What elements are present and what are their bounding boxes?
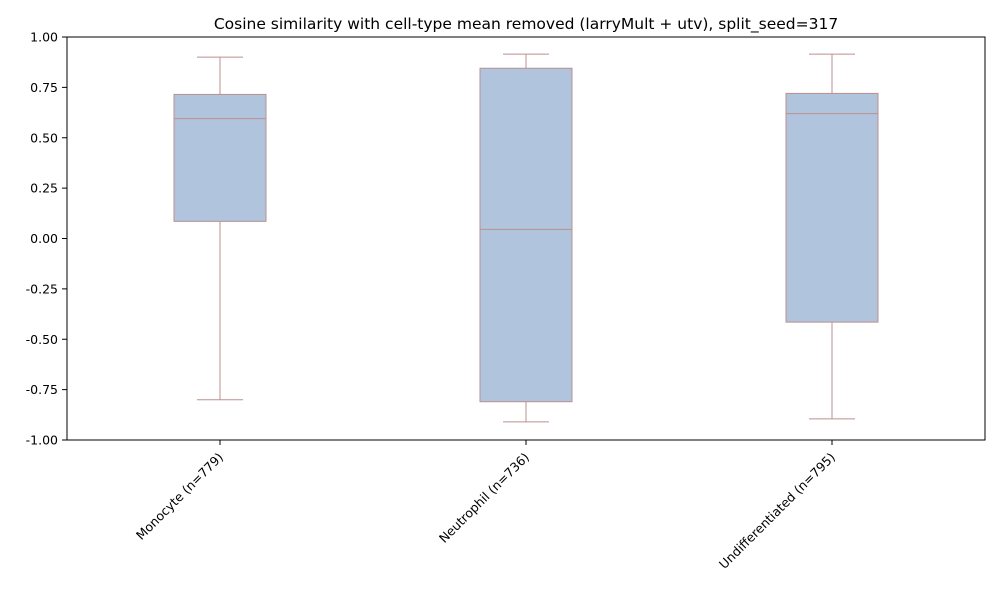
box-body <box>173 93 267 222</box>
y-tick-label: -0.75 <box>26 382 58 397</box>
x-tick-label: Monocyte (n=779) <box>133 450 226 543</box>
x-tick-label: Undifferentiated (n=795) <box>716 450 838 572</box>
y-tick-label: -0.25 <box>26 281 58 296</box>
y-tick-label: 0.50 <box>30 130 58 145</box>
x-axis: Monocyte (n=779) Neutrophil (n=736) Undiff… <box>133 440 838 572</box>
x-tick-label: Neutrophil (n=736) <box>436 450 532 546</box>
y-tick-label: -0.50 <box>26 332 58 347</box>
chart-title: Cosine similarity with cell-type mean re… <box>214 15 838 34</box>
box-group <box>785 53 879 420</box>
box-group <box>479 53 573 423</box>
y-tick-label: 0.25 <box>30 181 58 196</box>
y-tick-label: 0.75 <box>30 80 58 95</box>
boxes-layer <box>173 53 879 423</box>
box-group <box>173 56 267 401</box>
y-tick-label: 1.00 <box>30 30 58 45</box>
y-tick-label: -1.00 <box>26 433 58 448</box>
y-axis: -1.00 -0.75 -0.50 -0.25 0.00 0.25 0.50 0.75 1.00 <box>26 30 67 448</box>
box-body <box>785 92 879 323</box>
y-tick-label: 0.00 <box>30 231 58 246</box>
box-body <box>479 67 573 403</box>
